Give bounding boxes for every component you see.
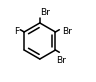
Text: Br: Br <box>56 56 66 65</box>
Text: F: F <box>14 27 19 36</box>
Text: Br: Br <box>41 8 50 17</box>
Text: Br: Br <box>62 27 72 36</box>
